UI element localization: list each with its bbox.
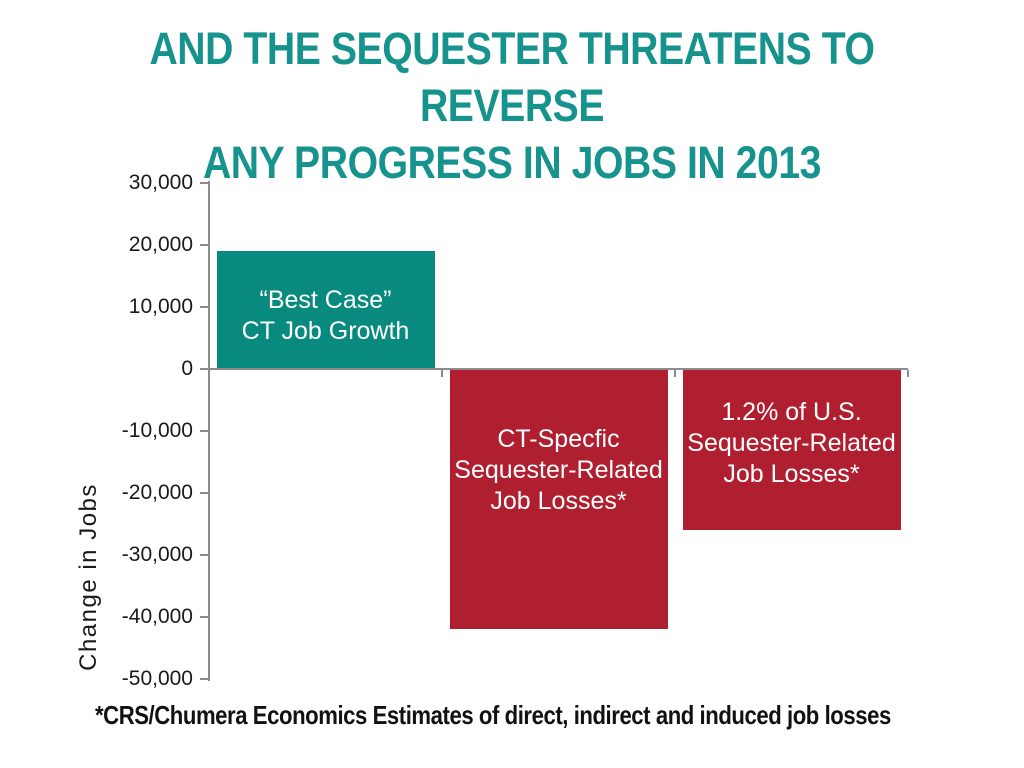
y-tick-mark bbox=[200, 182, 209, 184]
y-tick-label: -50,000 bbox=[121, 667, 193, 690]
bar-label-line: CT Job Growth bbox=[241, 316, 410, 345]
bar-label-line: Job Losses* bbox=[490, 487, 627, 516]
y-tick-mark bbox=[200, 616, 209, 618]
y-tick-label: -20,000 bbox=[121, 481, 193, 504]
title-line-2: ANY PROGRESS IN JOBS IN 2013 bbox=[202, 137, 822, 188]
category-boundary-tick bbox=[907, 370, 909, 377]
bar-label-line: CT-Specfic bbox=[497, 425, 620, 454]
y-tick-mark bbox=[200, 368, 209, 370]
bar-label-line: Job Losses* bbox=[723, 460, 860, 489]
bar-label-line: Sequester-Related bbox=[454, 456, 663, 485]
y-tick-label: 30,000 bbox=[128, 171, 193, 194]
bar-label-line: Sequester-Related bbox=[687, 429, 896, 458]
y-tick-label: -10,000 bbox=[121, 419, 193, 442]
y-tick-label: -40,000 bbox=[121, 605, 193, 628]
slide-title: AND THE SEQUESTER THREATENS TO REVERSE A… bbox=[67, 20, 958, 191]
bar bbox=[449, 369, 668, 630]
y-tick-mark bbox=[200, 430, 209, 432]
category-boundary-tick bbox=[674, 370, 676, 377]
y-tick-mark bbox=[200, 244, 209, 246]
y-tick-mark bbox=[200, 554, 209, 556]
bar-chart: Change in Jobs 30,000 20,000 10,000 0 -10,00… bbox=[0, 150, 1024, 690]
bar-label: “Best Case” CT Job Growth bbox=[217, 285, 435, 347]
y-tick-label: 0 bbox=[181, 357, 193, 380]
bar bbox=[216, 251, 435, 369]
y-tick-mark bbox=[200, 678, 209, 680]
y-axis-line bbox=[208, 181, 210, 681]
y-tick-label: 20,000 bbox=[128, 233, 193, 256]
bar-label: 1.2% of U.S. Sequester-Related Job Losses* bbox=[683, 397, 901, 490]
title-line-1: AND THE SEQUESTER THREATENS TO REVERSE bbox=[149, 23, 875, 131]
y-tick-label: 10,000 bbox=[128, 295, 193, 318]
y-tick-mark bbox=[200, 306, 209, 308]
bar bbox=[682, 369, 901, 531]
bar-label-line: 1.2% of U.S. bbox=[721, 398, 862, 427]
footnote: *CRS/Chumera Economics Estimates of dire… bbox=[95, 700, 891, 730]
bar-label-line: “Best Case” bbox=[259, 285, 392, 314]
x-axis-line bbox=[209, 368, 908, 370]
category-boundary-tick bbox=[441, 370, 443, 377]
y-tick-label: -30,000 bbox=[121, 543, 193, 566]
bar-label: CT-Specfic Sequester-Related Job Losses* bbox=[450, 424, 668, 517]
y-tick-mark bbox=[200, 492, 209, 494]
